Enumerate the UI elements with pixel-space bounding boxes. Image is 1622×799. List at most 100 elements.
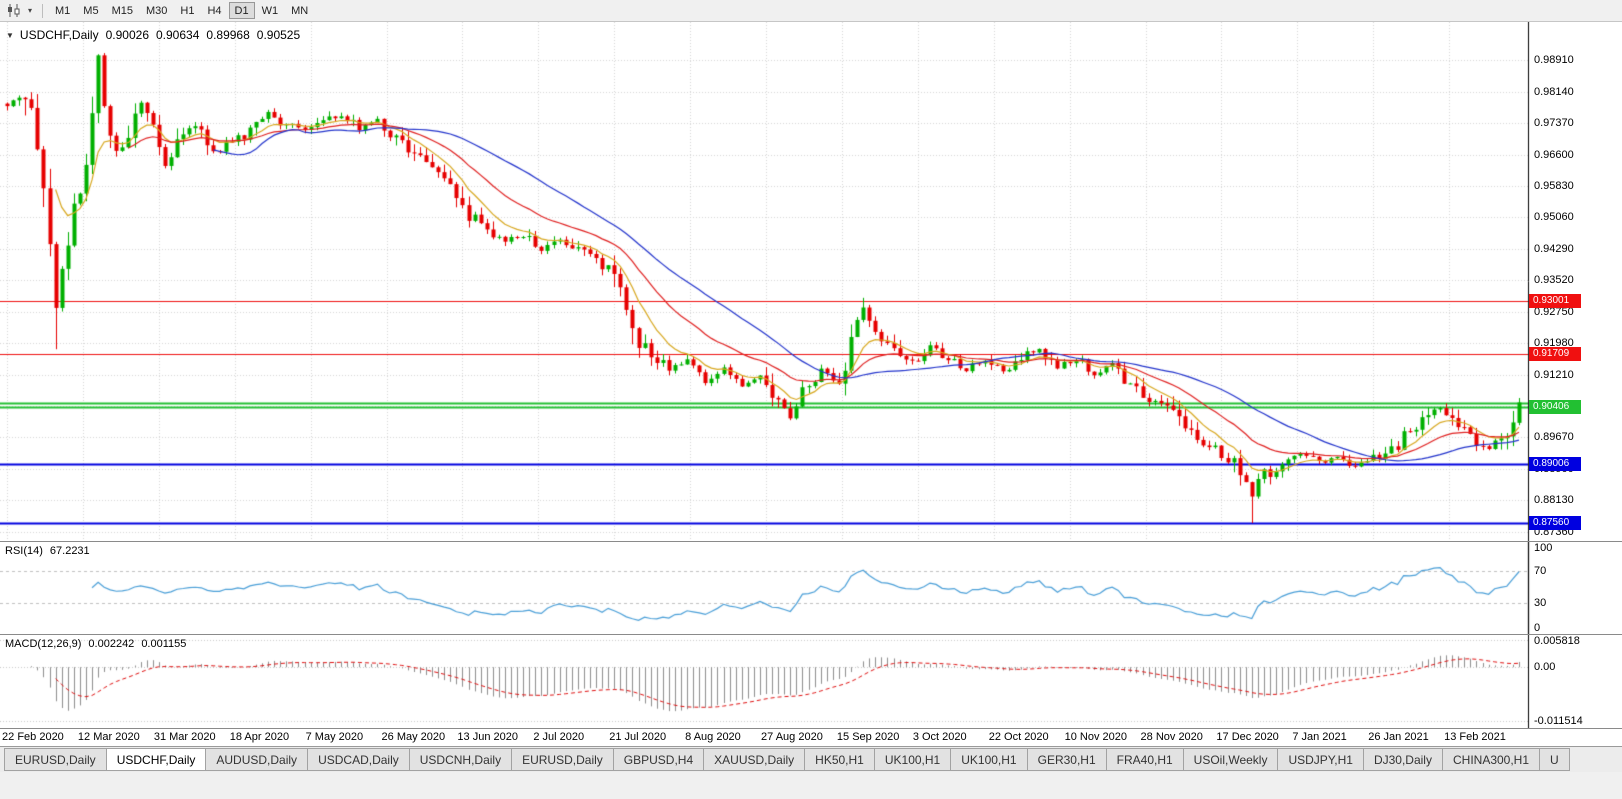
date-axis-label: 13 Jun 2020 — [457, 731, 518, 743]
date-axis-label: 10 Nov 2020 — [1064, 731, 1128, 743]
price-axis-label: 0.93520 — [1534, 274, 1574, 287]
price-axis-label: 0.94290 — [1534, 242, 1574, 255]
chart-tab-usdchf-daily[interactable]: USDCHF,Daily — [105, 748, 207, 771]
rsi-label: RSI(14) — [5, 545, 43, 557]
bottom-strip — [0, 772, 1622, 799]
chart-title: ▼ USDCHF,Daily 0.90026 0.90634 0.89968 0… — [6, 28, 300, 42]
timeframe-button-m1[interactable]: M1 — [55, 4, 71, 17]
price-axis-label: 0.95060 — [1534, 211, 1574, 224]
price-line-tag[interactable]: 0.89006 — [1529, 457, 1581, 472]
price-axis-label: 0.88130 — [1534, 494, 1574, 507]
rsi-canvas[interactable] — [0, 542, 1622, 634]
price-axis-label: 0.98140 — [1534, 85, 1574, 98]
ohlc-low: 0.89968 — [206, 28, 250, 42]
price-axis-label: 0.95830 — [1534, 180, 1574, 193]
chart-tab-uk100-h1[interactable]: UK100,H1 — [873, 748, 952, 771]
chart-type-dropdown-icon[interactable]: ▾ — [27, 6, 32, 15]
ohlc-open: 0.90026 — [105, 28, 149, 42]
date-axis-label: 7 Jan 2021 — [1292, 731, 1347, 743]
chart-tab-china300-h1[interactable]: CHINA300,H1 — [1441, 748, 1541, 771]
date-axis-label: 27 Aug 2020 — [761, 731, 823, 743]
timeframe-button-d1[interactable]: D1 — [228, 2, 255, 19]
price-line-tag[interactable]: 0.90406 — [1529, 400, 1581, 415]
ohlc-high: 0.90634 — [156, 28, 200, 42]
price-chart-canvas[interactable] — [0, 22, 1622, 541]
macd-label: MACD(12,26,9) — [5, 638, 82, 650]
toolbar-separator — [42, 3, 43, 18]
pane-splitter[interactable] — [0, 634, 1622, 635]
date-axis-label: 3 Oct 2020 — [912, 731, 967, 743]
rsi-axis-label: 100 — [1534, 542, 1553, 554]
timeframe-buttons: M1 M5 M15 M30 H1 H4 D1 W1 MN — [49, 2, 315, 19]
macd-canvas[interactable] — [0, 635, 1622, 728]
chart-tab-ger30-h1[interactable]: GER30,H1 — [1026, 748, 1107, 771]
one-click-panel-arrow-icon[interactable]: ▼ — [6, 30, 14, 40]
ohlc-close: 0.90525 — [256, 28, 301, 42]
price-line-tag[interactable]: 0.93001 — [1529, 294, 1581, 309]
rsi-title: RSI(14) 67.2231 — [5, 545, 90, 557]
price-axis-label: 0.89670 — [1534, 431, 1574, 444]
date-axis-label: 21 Jul 2020 — [609, 731, 667, 743]
macd-pane[interactable]: MACD(12,26,9) 0.002242 0.001155 0.005818… — [0, 635, 1622, 728]
chart-tab-fra40-h1[interactable]: FRA40,H1 — [1105, 748, 1184, 771]
date-axis-label: 26 Jan 2021 — [1368, 731, 1429, 743]
timeframe-button-w1[interactable]: W1 — [261, 4, 279, 17]
macd-axis-label: 0.005818 — [1534, 635, 1580, 647]
price-line-tag[interactable]: 0.91709 — [1529, 347, 1581, 362]
chart-tab-eurusd-daily[interactable]: EURUSD,Daily — [4, 748, 107, 771]
date-axis-label: 7 May 2020 — [305, 731, 364, 743]
chart-tab-uk100-h1[interactable]: UK100,H1 — [950, 748, 1028, 771]
toolbar: ▾ M1 M5 M15 M30 H1 H4 D1 W1 MN — [0, 0, 1622, 22]
rsi-axis-label: 70 — [1534, 564, 1547, 577]
date-axis-label: 28 Nov 2020 — [1140, 731, 1203, 743]
price-axis-label: 0.91980 — [1534, 337, 1574, 350]
timeframe-button-m15[interactable]: M15 — [111, 4, 133, 17]
chart-tab-dj30-daily[interactable]: DJ30,Daily — [1362, 748, 1443, 771]
price-axis-label: 0.91210 — [1534, 368, 1574, 381]
date-axis-label: 17 Dec 2020 — [1216, 731, 1279, 743]
chart-tabs-bar: EURUSD,Daily USDCHF,Daily AUDUSD,Daily USDC… — [0, 746, 1622, 772]
timeframe-button-h4[interactable]: H4 — [207, 4, 222, 17]
chart-tab-u[interactable]: U — [1539, 748, 1570, 771]
date-axis-label: 15 Sep 2020 — [836, 731, 900, 743]
date-axis-label: 8 Aug 2020 — [685, 731, 741, 743]
date-axis-label: 31 Mar 2020 — [153, 731, 216, 743]
price-axis-label: 0.96600 — [1534, 148, 1574, 161]
chart-tab-usdcnh-daily[interactable]: USDCNH,Daily — [408, 748, 513, 771]
chart-tab-gbpusd-h4[interactable]: GBPUSD,H4 — [612, 748, 705, 771]
chart-tab-usdjpy-h1[interactable]: USDJPY,H1 — [1277, 748, 1364, 771]
timeframe-button-m5[interactable]: M5 — [83, 4, 99, 17]
macd-main-value: 0.002242 — [88, 638, 135, 650]
chart-tab-eurusd-daily[interactable]: EURUSD,Daily — [511, 748, 614, 771]
date-axis-label: 13 Feb 2021 — [1444, 731, 1506, 743]
date-axis-label: 26 May 2020 — [381, 731, 446, 743]
candlestick-chart-icon[interactable] — [4, 2, 24, 20]
price-axis-label: 0.97370 — [1534, 117, 1574, 130]
price-line-tag[interactable]: 0.87560 — [1529, 516, 1581, 531]
chart-tab-usdcad-daily[interactable]: USDCAD,Daily — [307, 748, 410, 771]
date-axis-label: 22 Feb 2020 — [2, 731, 64, 743]
chart-tab-audusd-daily[interactable]: AUDUSD,Daily — [205, 748, 309, 771]
macd-axis-label: 0.00 — [1534, 661, 1556, 674]
rsi-axis-label: 30 — [1534, 597, 1547, 610]
rsi-axis-label: 0 — [1534, 622, 1541, 634]
timeframe-button-m30[interactable]: M30 — [145, 4, 168, 17]
price-pane[interactable]: ▼ USDCHF,Daily 0.90026 0.90634 0.89968 0… — [0, 22, 1622, 541]
macd-axis-label: -0.011514 — [1534, 715, 1583, 727]
pane-splitter[interactable] — [0, 541, 1622, 542]
rsi-value: 67.2231 — [49, 545, 90, 557]
chart-tab-xauusd-daily[interactable]: XAUUSD,Daily — [703, 748, 806, 771]
chart-tab-hk50-h1[interactable]: HK50,H1 — [804, 748, 875, 771]
date-axis[interactable]: 22 Feb 2020 12 Mar 2020 31 Mar 2020 18 Apr … — [0, 728, 1622, 746]
date-axis-label: 2 Jul 2020 — [533, 731, 585, 743]
chart-tab-usoil-weekly[interactable]: USOil,Weekly — [1182, 748, 1279, 771]
price-axis-label: 0.92750 — [1534, 305, 1574, 318]
date-axis-label: 18 Apr 2020 — [229, 731, 290, 743]
price-axis-label: 0.98910 — [1534, 54, 1574, 67]
symbol-period-label: USDCHF,Daily — [19, 28, 99, 42]
rsi-pane[interactable]: RSI(14) 67.2231 100 70 30 0 — [0, 542, 1622, 634]
date-axis-label: 22 Oct 2020 — [988, 731, 1049, 743]
timeframe-button-mn[interactable]: MN — [291, 4, 309, 17]
timeframe-button-h1[interactable]: H1 — [180, 4, 195, 17]
